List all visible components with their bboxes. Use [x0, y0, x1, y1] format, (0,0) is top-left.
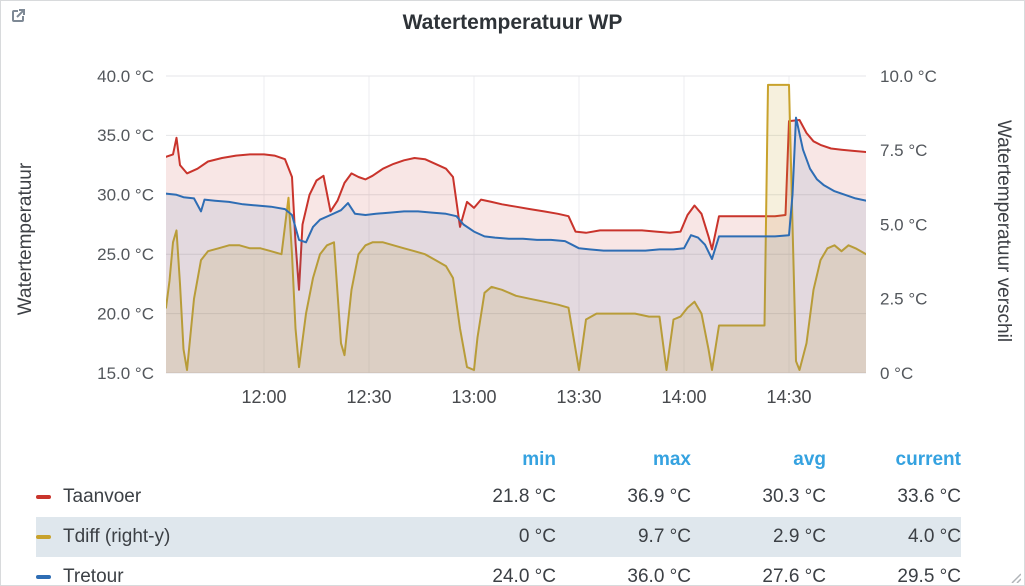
y-right-tick-label: 10.0 °C	[880, 67, 937, 86]
series-line-tdiff	[166, 83, 866, 371]
y-right-tick-label: 5.0 °C	[880, 215, 927, 234]
y-left-tick-label: 25.0 °C	[97, 245, 154, 264]
legend-value: 21.8 °C	[492, 486, 556, 507]
y-right-tick-label: 2.5 °C	[880, 290, 927, 309]
resize-handle-icon[interactable]	[1009, 570, 1022, 584]
legend-value: 36.0 °C	[627, 566, 691, 586]
panel-title[interactable]: Watertemperatuur WP	[402, 11, 623, 34]
x-tick-label: 14:30	[766, 387, 811, 407]
legend-value: 33.6 °C	[897, 486, 961, 507]
series-area-tdiff	[166, 84, 866, 373]
timeseries-chart[interactable]: 12:00 12:30 13:00 13:30 14:00 14:30 40.0 °C 35.…	[1, 1, 1025, 436]
legend-value: 0 °C	[518, 526, 556, 547]
legend-value: 9.7 °C	[637, 526, 691, 547]
legend-series-name[interactable]: Tdiff (right-y)	[63, 526, 171, 547]
series-line-tretour	[166, 116, 866, 260]
legend-value: 2.9 °C	[772, 526, 826, 547]
legend-value: 4.0 °C	[907, 526, 961, 547]
y-right-axis-title: Watertemperatuur verschil	[993, 120, 1014, 342]
x-tick-label: 12:30	[346, 387, 391, 407]
legend-name-cell: Tretour	[36, 566, 421, 586]
y-left-tick-label: 15.0 °C	[97, 364, 154, 383]
legend-value: 24.0 °C	[492, 566, 556, 586]
series-line-taanvoer	[166, 119, 866, 291]
legend-series-name[interactable]: Tretour	[63, 566, 124, 586]
y-left-tick-label: 40.0 °C	[97, 67, 154, 86]
legend-value: 27.6 °C	[762, 566, 826, 586]
legend-col-current[interactable]: current	[895, 449, 961, 470]
legend-table: min max avg current Taanvoer 21.8 °C 36.9 °C 30…	[36, 443, 961, 586]
series-area-taanvoer	[166, 120, 866, 373]
y-left-tick-label: 30.0 °C	[97, 186, 154, 205]
legend-value: 29.5 °C	[897, 566, 961, 586]
legend-header-row: min max avg current	[36, 443, 961, 477]
y-right-tick-label: 0 °C	[880, 364, 913, 383]
legend-row-tretour: Tretour 24.0 °C 36.0 °C 27.6 °C 29.5 °C	[36, 557, 961, 586]
y-left-tick-label: 35.0 °C	[97, 126, 154, 145]
legend-value: 30.3 °C	[762, 486, 826, 507]
legend-name-cell: Taanvoer	[36, 486, 421, 508]
series-color-dash[interactable]	[36, 575, 51, 579]
legend-series-name[interactable]: Taanvoer	[63, 486, 142, 507]
legend-row-taanvoer: Taanvoer 21.8 °C 36.9 °C 30.3 °C 33.6 °C	[36, 477, 961, 517]
series-color-dash[interactable]	[36, 535, 51, 539]
y-right-tick-label: 7.5 °C	[880, 141, 927, 160]
legend-col-min[interactable]: min	[522, 449, 556, 470]
legend-name-cell: Tdiff (right-y)	[36, 526, 421, 548]
legend-col-max[interactable]: max	[652, 449, 691, 470]
x-tick-label: 14:00	[661, 387, 706, 407]
legend-value: 36.9 °C	[627, 486, 691, 507]
y-left-axis-title: Watertemperatuur	[15, 162, 36, 315]
series-color-dash[interactable]	[36, 495, 51, 499]
x-tick-label: 13:30	[556, 387, 601, 407]
external-link-icon[interactable]	[9, 7, 27, 25]
y-left-tick-label: 20.0 °C	[97, 304, 154, 323]
series-area-tretour	[166, 117, 866, 373]
x-tick-label: 12:00	[241, 387, 286, 407]
x-tick-label: 13:00	[451, 387, 496, 407]
legend-row-tdiff-right-y-: Tdiff (right-y) 0 °C 9.7 °C 2.9 °C 4.0 °C	[36, 517, 961, 557]
legend-col-avg[interactable]: avg	[793, 449, 826, 470]
